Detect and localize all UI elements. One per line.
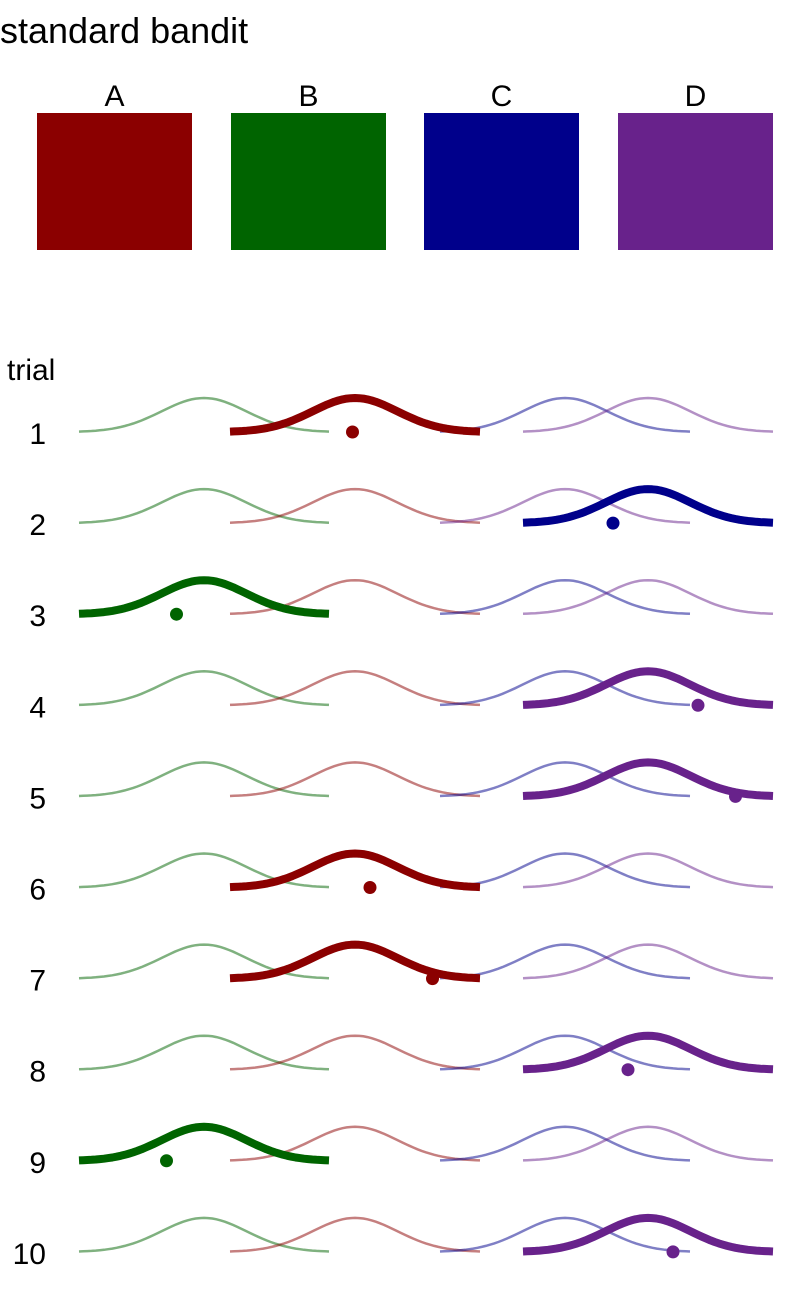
arm-curve-d: [522, 943, 774, 980]
arm-curve-b: [78, 761, 330, 798]
arm-a: A: [37, 80, 192, 250]
arm-square: [231, 113, 386, 250]
outcome-point: [621, 1063, 635, 1077]
trial-row: 2: [29, 485, 774, 542]
arm-curve-d: [522, 578, 774, 616]
trial-number: 4: [29, 691, 46, 724]
outcome-point: [666, 1245, 680, 1259]
arm-curve-b: [78, 943, 330, 980]
trial-number: 5: [29, 782, 46, 815]
trial-row: 5: [29, 758, 774, 815]
arm-curve-b: [78, 487, 330, 524]
arm-square: [618, 113, 773, 250]
arm-curve-b: [78, 670, 330, 707]
arm-legend: A B C D: [37, 80, 773, 250]
arm-curve-a: [229, 487, 481, 524]
trial-number: 6: [29, 874, 46, 907]
outcome-point: [691, 698, 705, 712]
arm-curve-b: [78, 1034, 330, 1071]
arm-c: C: [424, 80, 579, 250]
arm-curve-a: [229, 670, 481, 707]
arm-label: C: [491, 80, 513, 113]
outcome-point: [729, 789, 742, 803]
arm-curve-c: [439, 852, 691, 889]
chosen-curve-a: [229, 940, 481, 983]
trial-row: 7: [29, 940, 774, 998]
arm-b: B: [231, 80, 386, 250]
chosen-curve-c: [522, 485, 774, 527]
chosen-curve-a: [229, 394, 481, 436]
chosen-curve-d: [522, 758, 774, 800]
arm-square: [37, 113, 192, 250]
arm-label: B: [298, 80, 318, 113]
arm-d: D: [618, 80, 773, 250]
outcome-point: [606, 516, 620, 530]
chosen-curve-d: [522, 1031, 774, 1074]
trial-number: 2: [29, 509, 46, 542]
trial-number: 10: [13, 1238, 46, 1271]
arm-curve-c: [439, 1034, 691, 1071]
outcome-point: [363, 881, 377, 894]
arm-curve-a: [229, 1125, 481, 1162]
outcome-point: [426, 972, 439, 986]
trial-rows: 1 2 3 4 5 6 7 8 9 10: [13, 394, 774, 1271]
chosen-curve-b: [78, 1122, 330, 1165]
arm-label: A: [104, 80, 124, 113]
chosen-curve-a: [229, 849, 481, 892]
trial-number: 3: [29, 600, 46, 633]
outcome-point: [346, 425, 359, 439]
chosen-curve-b: [78, 576, 330, 618]
arm-curve-a: [229, 761, 481, 798]
arm-curve-a: [229, 578, 481, 616]
chosen-curve-d: [522, 667, 774, 709]
arm-curve-d: [522, 396, 774, 433]
trial-axis-label: trial: [7, 354, 55, 387]
arm-curve-d: [522, 852, 774, 889]
arm-curve-b: [78, 852, 330, 889]
arm-label: D: [685, 80, 707, 113]
arm-curve-c: [439, 670, 691, 707]
arm-curve-a: [229, 1034, 481, 1071]
trial-row: 9: [29, 1122, 774, 1180]
arm-curve-a: [229, 1216, 481, 1253]
arm-curve-d: [439, 487, 691, 524]
arm-curve-c: [439, 1216, 691, 1253]
trial-row: 1: [29, 394, 774, 451]
trial-row: 6: [29, 849, 774, 907]
trial-number: 8: [29, 1056, 46, 1089]
arm-curve-c: [439, 761, 691, 798]
arm-curve-c: [439, 1125, 691, 1162]
trial-row: 10: [13, 1213, 774, 1271]
chosen-curve-d: [522, 1213, 774, 1256]
arm-curve-c: [439, 943, 691, 980]
trial-row: 8: [29, 1031, 774, 1089]
trial-number: 1: [29, 418, 46, 451]
trial-number: 7: [29, 965, 46, 998]
arm-curve-b: [78, 396, 330, 433]
arm-curve-c: [439, 578, 691, 616]
outcome-point: [160, 1154, 173, 1168]
arm-square: [424, 113, 579, 250]
trial-row: 4: [29, 667, 774, 724]
figure-title: standard bandit: [0, 10, 248, 51]
trial-row: 3: [29, 576, 774, 633]
trial-number: 9: [29, 1147, 46, 1180]
arm-curve-d: [522, 1125, 774, 1162]
arm-curve-b: [78, 1216, 330, 1253]
outcome-point: [170, 607, 183, 621]
arm-curve-c: [439, 396, 691, 433]
